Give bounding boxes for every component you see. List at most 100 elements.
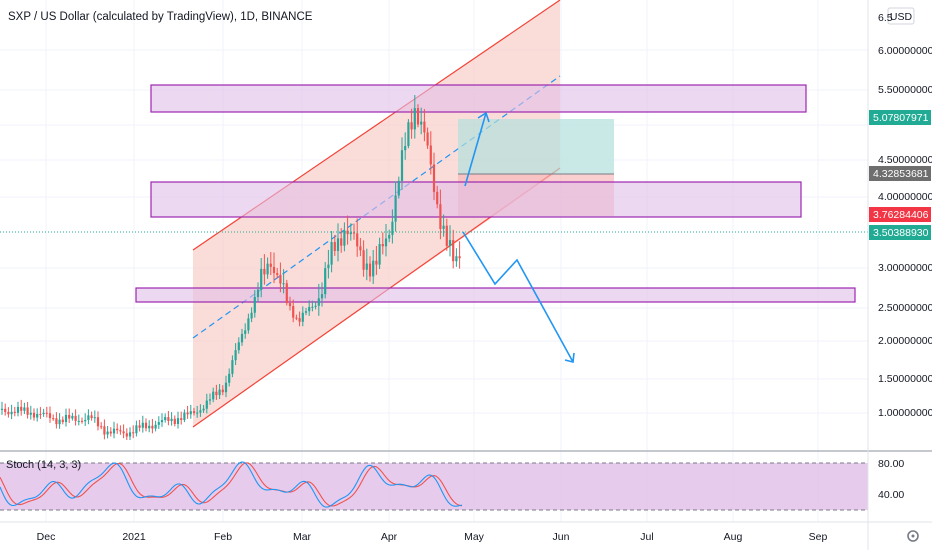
candle-body	[279, 274, 282, 284]
time-label-sep: Sep	[809, 531, 828, 543]
chart-title: SXP / US Dollar (calculated by TradingVi…	[8, 11, 313, 23]
candle-body	[39, 413, 42, 415]
candle-body	[394, 195, 397, 222]
candle-body	[52, 418, 55, 420]
candle-body	[10, 411, 13, 415]
candle-body	[164, 417, 167, 421]
candle-body	[90, 415, 93, 419]
bullish-projection-arrow[interactable]	[464, 111, 490, 187]
candle-body	[311, 306, 314, 308]
candle-body	[330, 242, 333, 265]
candle-body	[340, 238, 343, 246]
candle-body	[349, 232, 352, 235]
candle-body	[26, 407, 29, 415]
candle-body	[148, 425, 151, 429]
candle-body	[250, 312, 253, 319]
time-label-feb: Feb	[214, 531, 232, 543]
candle-body	[410, 122, 413, 130]
candle-body	[202, 408, 205, 411]
candle-body	[215, 391, 218, 396]
candle-body	[404, 146, 407, 151]
last-price-tag: 3.50388930	[869, 225, 931, 240]
candle-body	[413, 108, 416, 130]
candle-body	[231, 360, 234, 374]
price-label-1-0: 1.00000000	[878, 407, 932, 419]
candle-body	[7, 411, 10, 415]
candle-body	[96, 417, 100, 427]
svg-text:3.76284406: 3.76284406	[873, 209, 929, 221]
candle-body	[64, 414, 68, 423]
candle-body	[212, 391, 215, 400]
candle-body	[260, 268, 263, 290]
candle-body	[138, 425, 141, 428]
time-label-may: May	[464, 531, 485, 543]
svg-text:5.07807971: 5.07807971	[873, 112, 929, 124]
candle-body	[362, 250, 365, 270]
candle-body	[135, 425, 138, 434]
candle-body	[224, 382, 228, 393]
candle-body	[0, 408, 4, 410]
candle-body	[186, 412, 189, 415]
bearish-projection-path[interactable]	[462, 231, 575, 363]
support-zone-lower[interactable]	[135, 287, 856, 303]
chart-settings-gear-icon[interactable]	[907, 530, 919, 542]
candle-body	[32, 412, 36, 418]
candle-body	[416, 108, 420, 125]
candle-body	[103, 426, 106, 435]
stoch-k-line	[0, 461, 463, 508]
candle-body	[263, 268, 266, 275]
candle-body	[112, 428, 116, 434]
position-target-box[interactable]	[458, 119, 614, 174]
candle-body	[119, 430, 122, 432]
candle-body	[356, 233, 359, 247]
candle-body	[93, 417, 96, 419]
candle-body	[420, 121, 423, 125]
candle-body	[132, 432, 135, 434]
candle-body	[352, 232, 356, 234]
mid-price-tag: 4.32853681	[869, 166, 931, 181]
resistance-zone-upper[interactable]	[150, 84, 807, 113]
time-label-apr: Apr	[381, 531, 398, 543]
time-label-jun: Jun	[553, 531, 570, 543]
time-axis[interactable]: Dec 2021 Feb Mar Apr May Jun Jul Aug Sep	[37, 531, 828, 543]
candle-body	[151, 425, 154, 429]
candle-body	[295, 317, 298, 319]
candle-body	[391, 221, 394, 235]
time-label-jul: Jul	[640, 531, 653, 543]
price-label-2-5: 2.50000000	[878, 302, 932, 314]
candle-body	[199, 410, 202, 413]
candle-body	[180, 418, 183, 420]
price-label-6-5: 6.5	[878, 12, 893, 24]
candle-body	[445, 225, 448, 246]
time-label-aug: Aug	[724, 531, 743, 543]
candle-body	[106, 431, 109, 435]
candle-body	[452, 240, 455, 262]
price-label-5-5: 5.50000000	[878, 84, 932, 96]
candle-body	[308, 307, 311, 312]
candle-body	[228, 373, 231, 383]
candle-body	[48, 413, 52, 419]
candle-body	[23, 407, 26, 411]
price-candles[interactable]	[0, 95, 461, 441]
candle-body	[100, 426, 103, 428]
candle-body	[84, 419, 87, 422]
candle-body	[244, 330, 247, 334]
candle-body	[298, 318, 301, 322]
currency-badge[interactable]	[887, 7, 915, 25]
candle-body	[423, 121, 426, 133]
candle-body	[343, 230, 346, 246]
candle-body	[336, 238, 340, 251]
resistance-zone-middle[interactable]	[150, 181, 802, 218]
candle-body	[378, 244, 381, 265]
price-label-2-0: 2.00000000	[878, 335, 932, 347]
candle-body	[372, 260, 375, 277]
svg-text:4.32853681: 4.32853681	[873, 168, 929, 180]
candle-body	[266, 263, 269, 275]
candle-body	[324, 268, 327, 295]
price-axis[interactable]: USD 6.5 6.00000000 5.50000000 4.50000000…	[878, 7, 932, 419]
candle-body	[256, 289, 260, 298]
candle-body	[368, 263, 372, 277]
stoch-indicator-label[interactable]: Stoch (14, 3, 3)	[6, 459, 81, 471]
candle-body	[247, 318, 250, 331]
